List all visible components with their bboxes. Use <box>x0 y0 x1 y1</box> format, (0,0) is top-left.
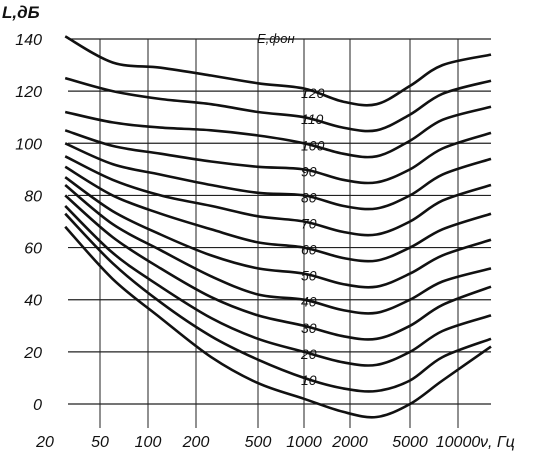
curve-label-90: 90 <box>301 163 317 179</box>
curve-100 <box>64 105 492 159</box>
curve-80 <box>64 142 492 211</box>
curve-label-120: 120 <box>301 85 325 101</box>
y-tick-label: 40 <box>24 293 42 310</box>
y-tick-label: 120 <box>15 84 42 101</box>
y-tick-label: 140 <box>15 32 42 49</box>
x-tick-label: 500 <box>245 434 272 451</box>
curve-label-110: 110 <box>301 111 324 127</box>
y-tick-label: 0 <box>33 397 42 414</box>
x-tick-label: 1000 <box>286 434 322 451</box>
curve-30 <box>64 194 492 341</box>
curve-labels: 120 110 100 90 80 70 60 50 40 30 20 10 <box>300 85 325 388</box>
x-tick-label: 10000 <box>436 434 481 451</box>
curve-label-10: 10 <box>301 372 317 388</box>
x-tick-label: 5000 <box>392 434 428 451</box>
y-axis-title: L,дБ <box>2 3 40 22</box>
loudness-curves <box>64 35 492 419</box>
legend-title: E,фон <box>257 31 295 46</box>
curve-label-70: 70 <box>301 216 317 232</box>
curve-label-50: 50 <box>301 268 317 284</box>
curve-label-100: 100 <box>301 137 325 153</box>
curve-label-20: 20 <box>300 346 317 362</box>
x-tick-label: 2000 <box>331 434 368 451</box>
curve-120 <box>64 35 492 107</box>
x-axis-title: ν, Гц <box>480 434 515 451</box>
curve-label-30: 30 <box>301 320 317 336</box>
y-tick-label: 60 <box>24 241 42 258</box>
y-tick-label: 20 <box>23 345 42 362</box>
x-tick-label: 20 <box>35 434 54 451</box>
y-tick-labels: 140 120 100 80 60 40 20 0 <box>15 32 42 414</box>
y-tick-label: 80 <box>24 188 42 205</box>
x-tick-label: 50 <box>91 434 109 451</box>
curve-threshold <box>64 225 492 419</box>
y-tick-label: 100 <box>15 136 42 153</box>
curve-70 <box>64 155 492 237</box>
curve-60 <box>64 165 492 263</box>
curve-40 <box>64 183 492 315</box>
curve-label-40: 40 <box>301 294 317 310</box>
curve-label-80: 80 <box>301 189 317 205</box>
x-tick-labels: 20 50 100 200 500 1000 2000 5000 10000 <box>35 434 480 451</box>
curve-50 <box>64 176 492 289</box>
curve-20 <box>64 204 492 367</box>
curve-10 <box>64 212 492 393</box>
x-tick-label: 200 <box>182 434 210 451</box>
curve-90 <box>64 129 492 185</box>
x-tick-label: 100 <box>135 434 162 451</box>
curve-110 <box>64 76 492 133</box>
curve-label-60: 60 <box>301 242 317 258</box>
